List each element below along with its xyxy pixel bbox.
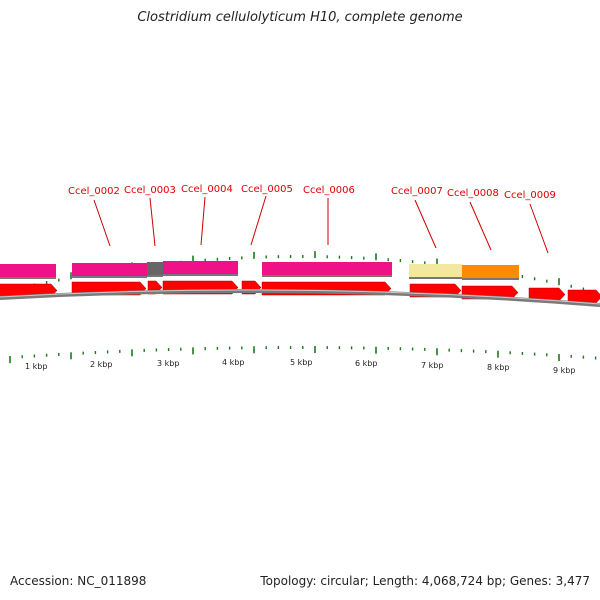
feature-block xyxy=(262,262,392,275)
kbp-label: 2 kbp xyxy=(90,360,112,369)
feature-block xyxy=(462,265,519,278)
genome-backbone-highlight xyxy=(0,289,600,305)
kbp-label: 1 kbp xyxy=(25,362,47,371)
kbp-label: 3 kbp xyxy=(157,359,179,368)
gene-labels: Ccel_0002 Ccel_0003 Ccel_0004 Ccel_0005 Ccel… xyxy=(68,184,556,201)
feature-block-shadow xyxy=(0,277,56,279)
feature-block-shadow xyxy=(72,276,147,278)
feature-block xyxy=(147,262,163,275)
page-title: Clostridium cellulolyticum H10, complete… xyxy=(137,10,463,25)
feature-block-shadow xyxy=(262,275,392,277)
gene-label: Ccel_0006 xyxy=(303,185,355,196)
feature-block-shadow xyxy=(163,274,238,276)
gene-label: Ccel_0003 xyxy=(124,185,176,196)
gene-label-leader xyxy=(149,197,156,247)
gene-label-lines xyxy=(93,195,549,254)
feature-block-shadow xyxy=(462,278,519,280)
feature-block-shadow xyxy=(409,277,462,279)
kbp-label: 9 kbp xyxy=(553,366,575,375)
gene-label: Ccel_0005 xyxy=(241,184,293,195)
feature-block xyxy=(409,264,462,277)
kbp-label: 6 kbp xyxy=(355,359,377,368)
gene-label: Ccel_0009 xyxy=(504,190,556,201)
gene-label-leader xyxy=(93,199,111,247)
kbp-label: 8 kbp xyxy=(487,363,509,372)
gene-label-leader xyxy=(200,196,206,246)
kbp-label: 5 kbp xyxy=(290,358,312,367)
genome-backbone xyxy=(0,288,600,307)
kbp-label: 7 kbp xyxy=(421,361,443,370)
kbp-labels: 1 kbp 2 kbp 3 kbp 4 kbp 5 kbp 6 kbp 7 kbp 8 kbp… xyxy=(25,358,575,375)
gene-label-leader xyxy=(529,203,549,254)
feature-track xyxy=(0,261,519,280)
gene-label: Ccel_0007 xyxy=(391,186,443,197)
feature-block xyxy=(163,261,238,274)
accession-text: Accession: NC_011898 xyxy=(10,574,147,588)
feature-block xyxy=(72,263,147,276)
gene-label-leader xyxy=(469,201,492,251)
gene-label-leader xyxy=(250,195,267,246)
feature-block-shadow xyxy=(147,275,163,277)
gene-label-leader xyxy=(414,199,437,249)
gene-label: Ccel_0002 xyxy=(68,186,120,197)
feature-block xyxy=(0,264,56,277)
tick-row-bottom xyxy=(9,346,597,364)
gene-label: Ccel_0008 xyxy=(447,188,499,199)
kbp-label: 4 kbp xyxy=(222,358,244,367)
genome-info-text: Topology: circular; Length: 4,068,724 bp… xyxy=(260,574,590,588)
gene-label: Ccel_0004 xyxy=(181,184,233,195)
